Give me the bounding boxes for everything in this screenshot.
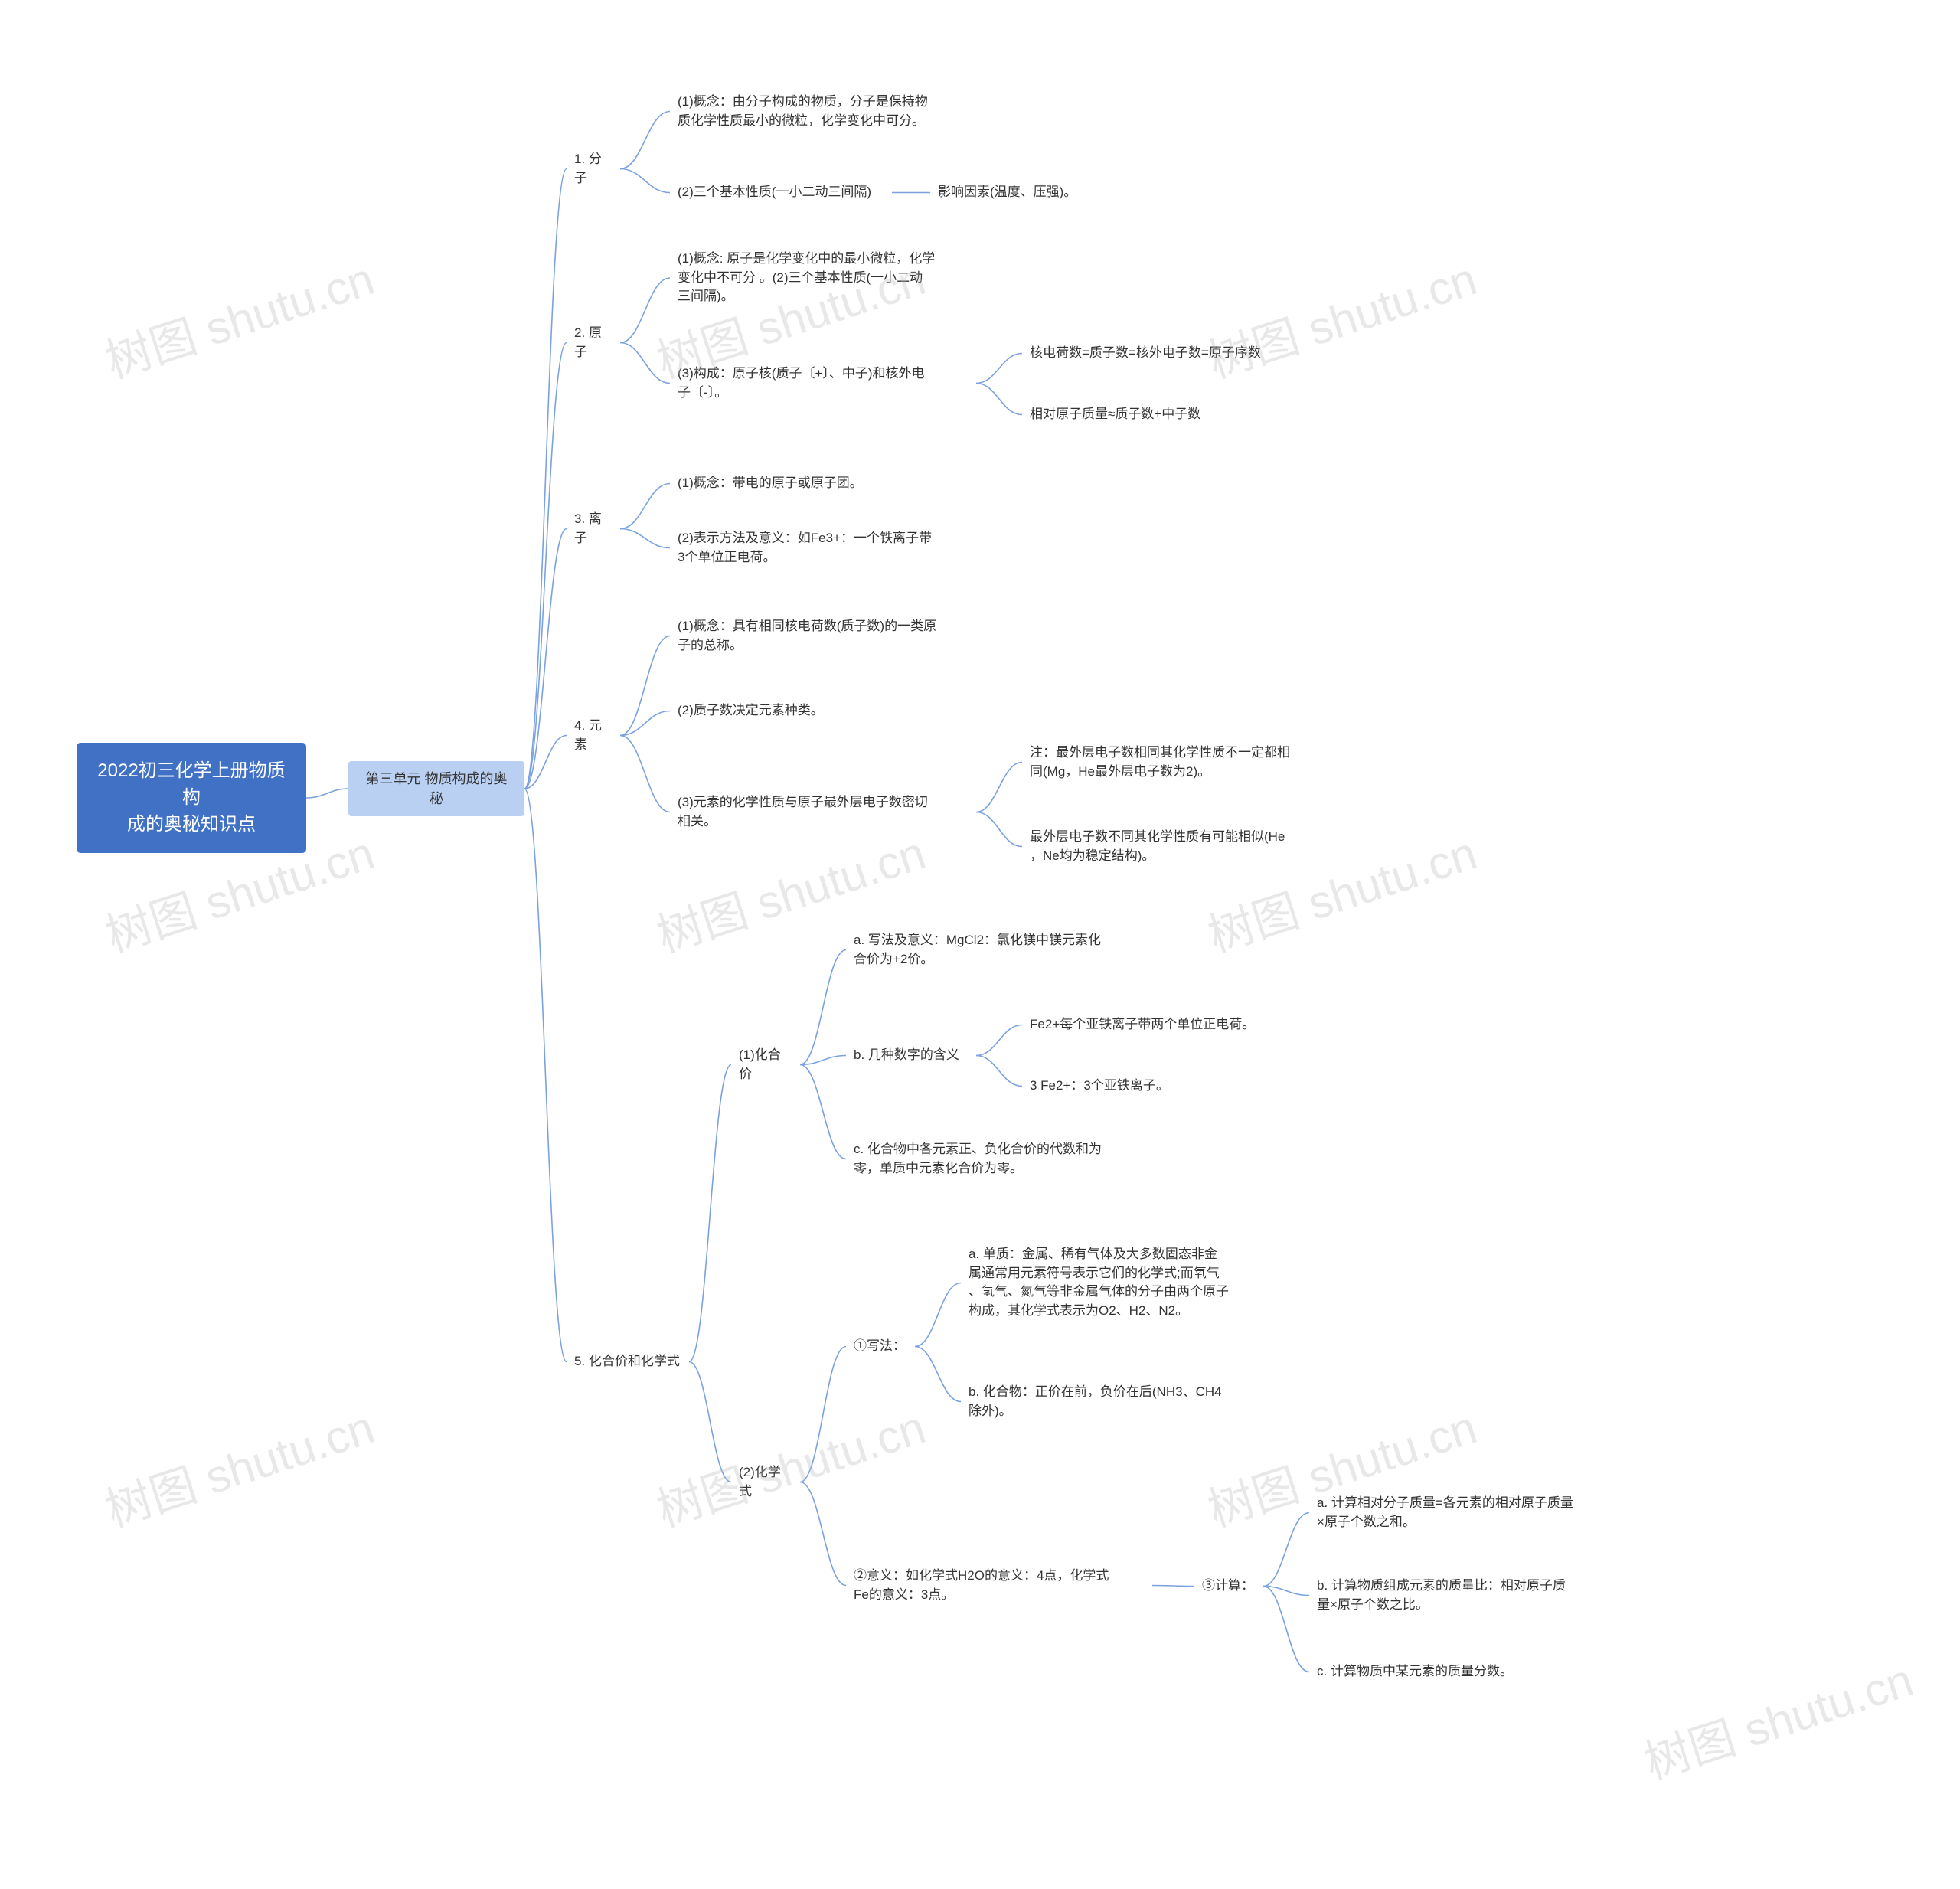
- link-s5b2c-s5b2c3: [1263, 1587, 1309, 1672]
- mindmap-node-s2b2[interactable]: 相对原子质量≈质子数+中子数: [1022, 400, 1244, 429]
- mindmap-node-s5b2c3[interactable]: c. 计算物质中某元素的质量分数。: [1309, 1658, 1562, 1686]
- link-s5b1-s5b1a: [915, 1283, 961, 1347]
- mindmap-node-s1b1[interactable]: 影响因素(温度、压强)。: [930, 178, 1099, 207]
- link-s5-s5a: [689, 1065, 731, 1362]
- link-s5b-s5b1: [800, 1347, 846, 1482]
- link-s5a-s5a1: [800, 950, 846, 1065]
- link-s4-s4c: [620, 736, 670, 812]
- mindmap-node-s4[interactable]: 4. 元素: [567, 712, 620, 759]
- mindmap-node-s5b2[interactable]: ②意义：如化学式H2O的意义：4点，化学式 Fe的意义：3点。: [846, 1562, 1152, 1609]
- mindmap-node-s4a[interactable]: (1)概念：具有相同核电荷数(质子数)的一类原 子的总称。: [670, 613, 976, 659]
- link-s5a-s5a3: [800, 1065, 846, 1159]
- link-s5b2c-s5b2c2: [1263, 1587, 1309, 1596]
- link-s4c-s4c2: [976, 812, 1022, 847]
- link-s1-s1a: [620, 112, 670, 169]
- link-s2-s2b: [620, 343, 670, 384]
- mindmap-node-s4b[interactable]: (2)质子数决定元素种类。: [670, 697, 846, 725]
- mindmap-node-s5b1b[interactable]: b. 化合物：正价在前，负价在后(NH3、CH4 除外)。: [961, 1378, 1282, 1425]
- mindmap-node-s5a[interactable]: (1)化合价: [731, 1041, 800, 1088]
- link-unit3-s5: [524, 789, 567, 1362]
- link-s4c-s4c1: [976, 763, 1022, 812]
- mindmap-node-root[interactable]: 2022初三化学上册物质构 成的奥秘知识点: [77, 743, 306, 853]
- mindmap-node-s5a2[interactable]: b. 几种数字的含义: [846, 1041, 976, 1070]
- link-unit3-s2: [524, 343, 567, 789]
- link-s5b1-s5b1b: [915, 1347, 961, 1402]
- link-s3-s3b: [620, 529, 670, 548]
- link-s2b-s2b1: [976, 354, 1022, 384]
- mindmap-node-s3a[interactable]: (1)概念：带电的原子或原子团。: [670, 469, 892, 498]
- mindmap-node-s5b1a[interactable]: a. 单质：金属、稀有气体及大多数固态非金 属通常用元素符号表示它们的化学式;而…: [961, 1240, 1282, 1325]
- watermark: 树图 shutu.cn: [1198, 242, 1484, 391]
- link-s5-s5b: [689, 1362, 731, 1482]
- link-s4-s4a: [620, 636, 670, 736]
- mindmap-node-s5b2c[interactable]: ③计算：: [1194, 1572, 1263, 1600]
- mindmap-node-s5[interactable]: 5. 化合价和化学式: [567, 1348, 689, 1376]
- mindmap-node-s5b1[interactable]: ①写法：: [846, 1332, 915, 1361]
- link-root-unit3: [306, 789, 348, 798]
- watermark: 树图 shutu.cn: [96, 1391, 381, 1540]
- mindmap-node-s5a1[interactable]: a. 写法及意义：MgCl2：氯化镁中镁元素化 合价为+2价。: [846, 927, 1152, 973]
- link-unit3-s1: [524, 169, 567, 789]
- mindmap-node-s5a3[interactable]: c. 化合物中各元素正、负化合价的代数和为 零，单质中元素化合价为零。: [846, 1136, 1152, 1182]
- link-s5a-s5a2: [800, 1056, 846, 1065]
- link-s5b2c-s5b2c1: [1263, 1513, 1309, 1587]
- mindmap-node-s2b1[interactable]: 核电荷数=质子数=核外电子数=原子序数: [1022, 339, 1298, 368]
- link-s5b-s5b2: [800, 1482, 846, 1586]
- mindmap-node-s4c[interactable]: (3)元素的化学性质与原子最外层电子数密切 相关。: [670, 789, 976, 835]
- link-s5b2-s5b2c: [1152, 1586, 1194, 1587]
- mindmap-node-s2a[interactable]: (1)概念: 原子是化学变化中的最小微粒，化学 变化中不可分 。(2)三个基本性…: [670, 245, 976, 311]
- mindmap-node-s3[interactable]: 3. 离子: [567, 505, 620, 552]
- mindmap-node-s2[interactable]: 2. 原子: [567, 319, 620, 366]
- link-unit3-s4: [524, 736, 567, 789]
- mindmap-node-s4c1[interactable]: 注：最外层电子数相同其化学性质不一定都相 同(Mg，He最外层电子数为2)。: [1022, 739, 1344, 786]
- link-s5a2-s5a2b: [976, 1056, 1022, 1087]
- link-s3-s3a: [620, 484, 670, 529]
- link-s4-s4b: [620, 711, 670, 736]
- link-unit3-s3: [524, 529, 567, 789]
- mindmap-node-s2b[interactable]: (3)构成：原子核(质子〔+〕、中子)和核外电 子〔-〕。: [670, 360, 976, 407]
- mindmap-node-s5b[interactable]: (2)化学式: [731, 1459, 800, 1505]
- mindmap-node-s5b2c1[interactable]: a. 计算相对分子质量=各元素的相对原子质量 ×原子个数之和。: [1309, 1489, 1631, 1536]
- mindmap-node-s1a[interactable]: (1)概念：由分子构成的物质，分子是保持物 质化学性质最小的微粒，化学变化中可分…: [670, 88, 961, 135]
- mindmap-viewport: 2022初三化学上册物质构 成的奥秘知识点第三单元 物质构成的奥秘 1. 分子 2.…: [0, 0, 1960, 1889]
- watermark: 树图 shutu.cn: [96, 242, 381, 391]
- mindmap-node-unit3[interactable]: 第三单元 物质构成的奥秘: [348, 761, 524, 816]
- link-s5a2-s5a2a: [976, 1025, 1022, 1056]
- mindmap-node-s5a2b[interactable]: 3 Fe2+：3个亚铁离子。: [1022, 1072, 1206, 1100]
- mindmap-node-s1[interactable]: 1. 分子: [567, 145, 620, 192]
- mindmap-node-s1b[interactable]: (2)三个基本性质(一小二动三间隔): [670, 178, 892, 207]
- mindmap-node-s3b[interactable]: (2)表示方法及意义：如Fe3+：一个铁离子带 3个单位正电荷。: [670, 525, 976, 571]
- link-s1-s1b: [620, 169, 670, 193]
- mindmap-node-s5b2c2[interactable]: b. 计算物质组成元素的质量比：相对原子质 量×原子个数之比。: [1309, 1572, 1631, 1619]
- watermark: 树图 shutu.cn: [1635, 1643, 1920, 1793]
- mindmap-node-s4c2[interactable]: 最外层电子数不同其化学性质有可能相似(He ，Ne均为稳定结构)。: [1022, 823, 1344, 870]
- link-s2b-s2b2: [976, 384, 1022, 415]
- link-s2-s2a: [620, 278, 670, 343]
- mindmap-node-s5a2a[interactable]: Fe2+每个亚铁离子带两个单位正电荷。: [1022, 1011, 1298, 1039]
